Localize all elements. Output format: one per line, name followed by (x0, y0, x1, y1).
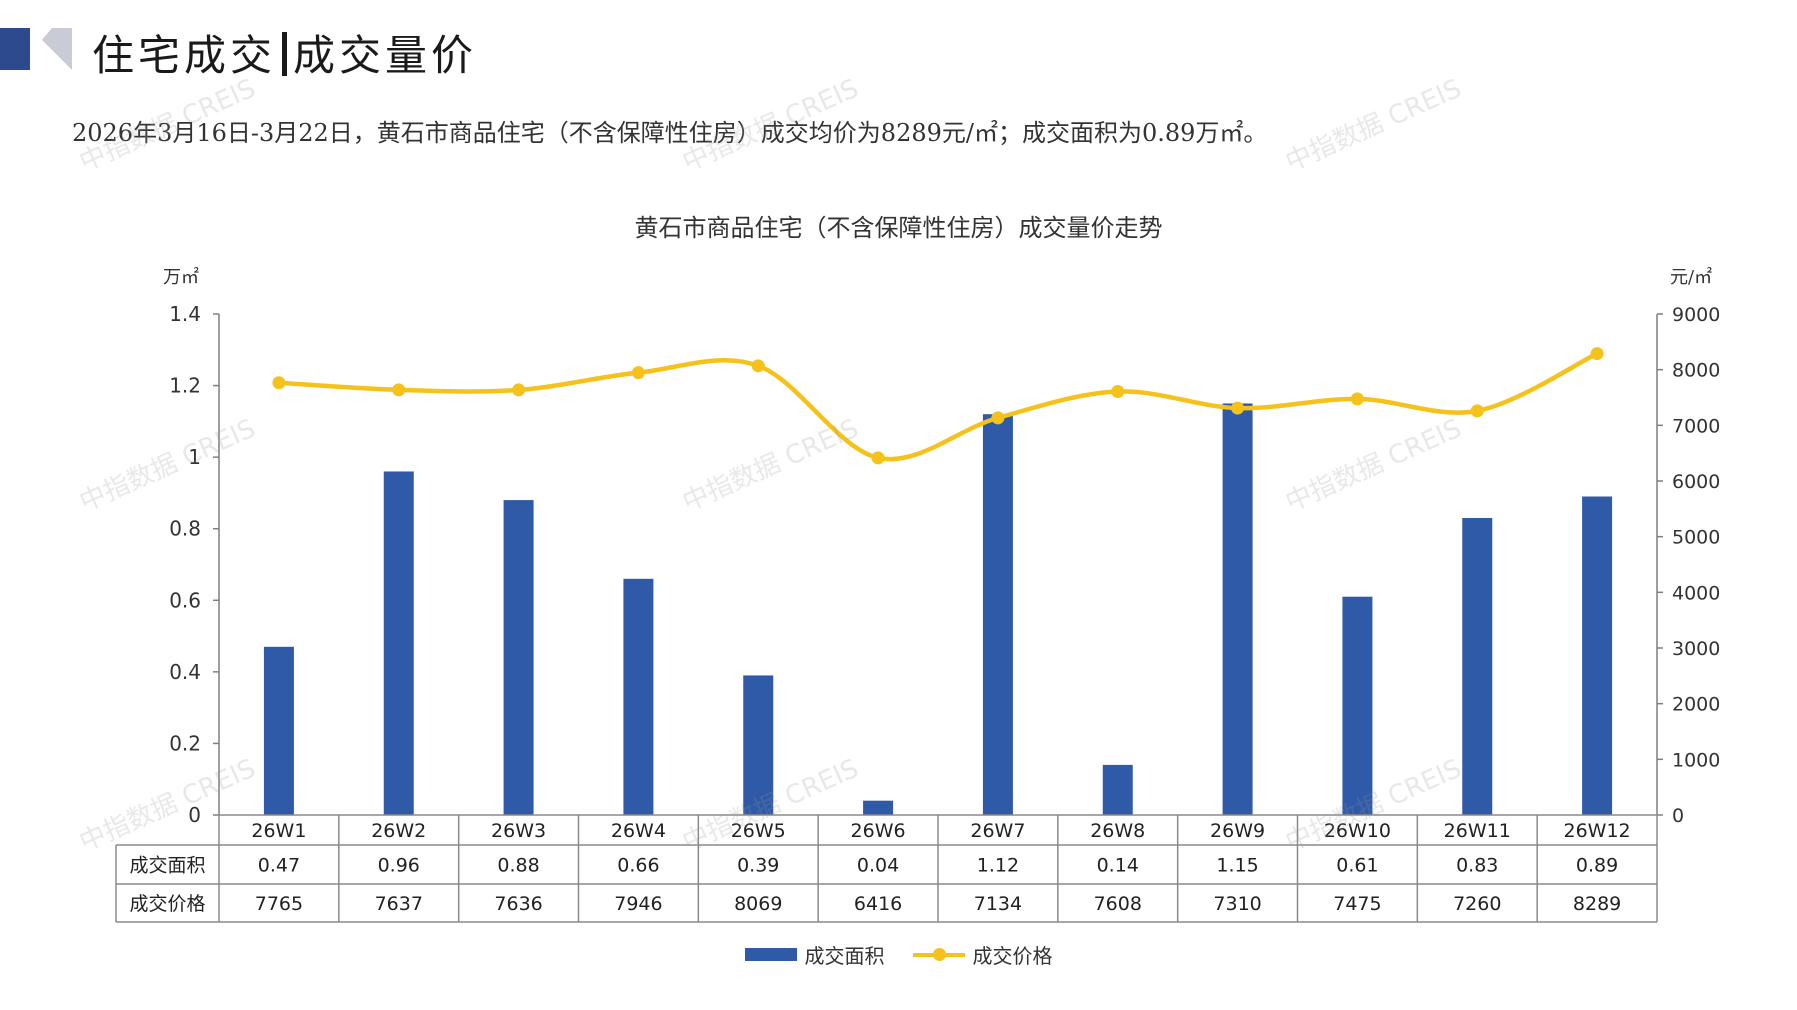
table-cell: 7946 (614, 893, 662, 915)
left-axis-tick-label: 0 (188, 803, 201, 827)
legend-item-price: 成交价格 (912, 940, 1053, 969)
category-label: 26W2 (371, 820, 426, 842)
table-cell: 7310 (1213, 893, 1261, 915)
category-label: 26W3 (491, 820, 546, 842)
table-cell: 7608 (1094, 893, 1142, 915)
right-axis-unit: 元/㎡ (1670, 267, 1713, 288)
title-separator (282, 32, 288, 76)
table-cell: 8069 (734, 893, 782, 915)
left-axis-tick-label: 0.4 (169, 660, 201, 684)
bar-26W10 (1342, 596, 1373, 815)
category-label: 26W5 (731, 820, 786, 842)
category-label: 26W4 (611, 820, 666, 842)
bar-26W12 (1582, 496, 1613, 815)
right-axis-tick-label: 1000 (1672, 749, 1720, 771)
bar-26W1 (263, 646, 294, 815)
left-axis-tick-label: 0.8 (169, 517, 201, 541)
table-row-label: 成交面积 (129, 855, 205, 877)
left-axis-tick-label: 0.2 (169, 731, 201, 755)
table-cell: 0.61 (1336, 855, 1378, 877)
right-axis-tick-label: 5000 (1672, 527, 1720, 549)
chart-title: 黄石市商品住宅（不含保障性住房）成交量价走势 (634, 214, 1163, 242)
price-point-26W8 (1111, 384, 1125, 398)
left-axis-tick-label: 1 (188, 445, 201, 469)
brand-logo (0, 28, 72, 70)
left-axis-tick-label: 0.6 (169, 588, 201, 612)
category-label: 26W10 (1324, 820, 1391, 842)
bar-26W4 (623, 578, 654, 815)
table-cell: 7134 (974, 893, 1022, 915)
left-axis-tick-label: 1.2 (169, 374, 201, 398)
bar-26W3 (503, 500, 534, 815)
table-cell: 7260 (1453, 893, 1501, 915)
right-axis-tick-label: 0 (1672, 805, 1684, 827)
bar-26W8 (1102, 764, 1133, 815)
right-axis-tick-label: 6000 (1672, 471, 1720, 493)
page-title-left: 住宅成交 (92, 31, 277, 80)
bar-26W11 (1462, 517, 1493, 815)
table-cell: 1.12 (977, 855, 1019, 877)
page-title: 住宅成交 成交量价 (92, 22, 477, 83)
chart-legend: 成交面积 成交价格 (0, 940, 1797, 969)
table-cell: 7636 (494, 893, 542, 915)
table-row-label: 成交价格 (129, 893, 205, 915)
price-point-26W12 (1590, 347, 1604, 361)
price-point-26W10 (1350, 392, 1364, 406)
legend-swatch-bar (744, 948, 797, 961)
category-label: 26W12 (1564, 820, 1631, 842)
bar-26W2 (383, 471, 414, 815)
price-point-26W6 (871, 451, 885, 465)
legend-label-area: 成交面积 (804, 944, 885, 968)
table-cell: 0.66 (617, 855, 659, 877)
price-point-26W1 (272, 376, 286, 390)
legend-item-area: 成交面积 (744, 940, 885, 969)
price-point-26W7 (991, 411, 1005, 425)
right-axis-tick-label: 8000 (1672, 360, 1720, 382)
legend-swatch-line (912, 947, 965, 961)
table-cell: 7637 (375, 893, 423, 915)
table-cell: 0.88 (497, 855, 539, 877)
table-cell: 7765 (255, 893, 303, 915)
table-cell: 0.47 (258, 855, 300, 877)
table-cell: 0.39 (737, 855, 779, 877)
table-cell: 0.14 (1097, 855, 1139, 877)
left-axis-tick-label: 1.4 (169, 302, 201, 326)
price-point-26W5 (751, 359, 765, 373)
table-cell: 0.96 (378, 855, 420, 877)
price-point-26W3 (512, 383, 526, 397)
right-axis-tick-label: 7000 (1672, 415, 1720, 437)
table-cell: 0.04 (857, 855, 899, 877)
bar-26W6 (863, 800, 894, 815)
price-point-26W4 (631, 366, 645, 380)
left-axis-unit: 万㎡ (163, 267, 199, 288)
summary-text: 2026年3月16日-3月22日，黄石市商品住宅（不含保障性住房）成交均价为82… (72, 119, 1268, 147)
table-cell: 1.15 (1216, 855, 1258, 877)
category-label: 26W1 (251, 820, 306, 842)
category-label: 26W6 (851, 820, 906, 842)
table-cell: 0.89 (1576, 855, 1618, 877)
page-title-right: 成交量价 (293, 31, 478, 80)
table-cell: 6416 (854, 893, 902, 915)
bar-26W9 (1222, 403, 1253, 815)
bar-26W5 (743, 675, 774, 815)
price-line (278, 351, 1599, 462)
category-label: 26W9 (1210, 820, 1265, 842)
price-point-26W2 (392, 383, 406, 397)
category-label: 26W7 (970, 820, 1025, 842)
bar-26W7 (982, 414, 1013, 815)
price-point-26W9 (1231, 401, 1245, 415)
table-cell: 8289 (1573, 893, 1621, 915)
category-label: 26W8 (1090, 820, 1145, 842)
table-cell: 7475 (1333, 893, 1381, 915)
category-label: 26W11 (1444, 820, 1511, 842)
right-axis-tick-label: 3000 (1672, 638, 1720, 660)
legend-label-price: 成交价格 (972, 944, 1053, 968)
right-axis-tick-label: 9000 (1672, 304, 1720, 326)
price-point-26W11 (1470, 404, 1484, 418)
right-axis-tick-label: 4000 (1672, 582, 1720, 604)
table-cell: 0.83 (1456, 855, 1498, 877)
right-axis-tick-label: 2000 (1672, 694, 1720, 716)
